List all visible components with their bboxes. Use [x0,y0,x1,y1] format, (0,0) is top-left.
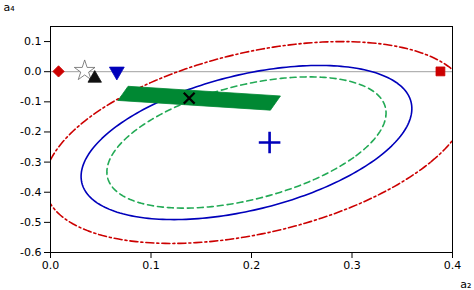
svg-text:-0.1: -0.1 [20,95,41,108]
svg-text:-0.4: -0.4 [20,186,41,199]
svg-text:-0.6: -0.6 [20,246,41,259]
svg-text:0.1: 0.1 [24,35,42,48]
svg-text:a₂: a₂ [460,278,471,290]
svg-text:a₄: a₄ [4,1,16,14]
svg-text:0.1: 0.1 [142,259,160,272]
svg-text:-0.5: -0.5 [20,216,41,229]
svg-text:0.3: 0.3 [343,259,361,272]
svg-text:-0.3: -0.3 [20,156,41,169]
svg-text:0.0: 0.0 [24,65,42,78]
svg-text:0.0: 0.0 [42,259,60,272]
svg-text:-0.2: -0.2 [20,125,41,138]
svg-text:0.2: 0.2 [243,259,261,272]
svg-text:0.4: 0.4 [444,259,462,272]
